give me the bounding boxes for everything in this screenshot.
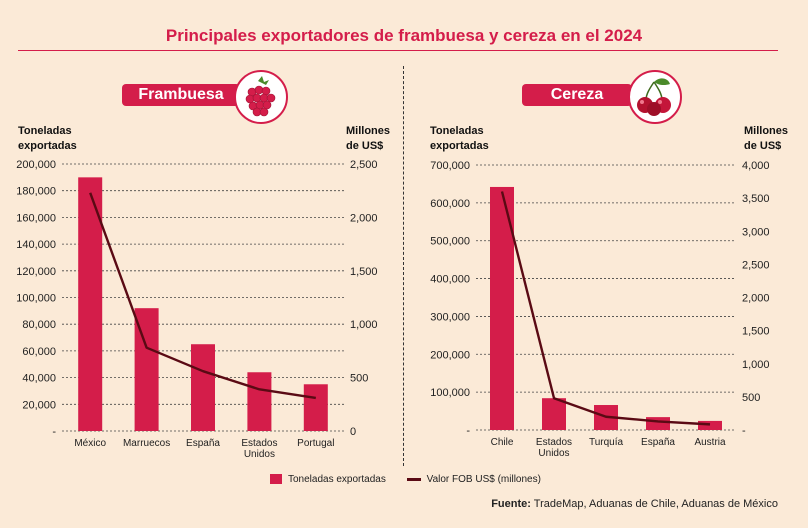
x-tick-label: Austria [694,437,726,448]
y2-tick-label: 500 [742,392,760,404]
raspberry-icon [234,70,288,124]
y2-tick-label: 1,500 [742,326,770,338]
x-tick-label: Portugal [297,438,334,449]
y-tick-label: - [52,426,56,438]
x-tick-label: Marruecos [123,438,170,449]
legend-item-line: Valor FOB US$ (millones) [406,474,541,485]
bar [542,398,566,430]
y-tick-label: - [466,425,470,437]
y-tick-label: 400,000 [430,274,470,286]
y-tick-label: 40,000 [22,373,56,385]
legend-item-bars: Toneladas exportadas [270,474,386,485]
y-tick-label: 700,000 [430,160,470,172]
y-tick-label: 80,000 [22,319,56,331]
x-tick-label: Chile [491,437,514,448]
x-tick-label: Unidos [244,449,275,460]
y2-tick-label: 3,000 [742,226,770,238]
bar [247,372,272,431]
title-underline [18,50,778,51]
source-text: TradeMap, Aduanas de Chile, Aduanas de M… [533,498,778,510]
x-tick-label: Estados [241,438,277,449]
y-tick-label: 180,000 [16,186,56,198]
x-tick-label: Estados [536,437,572,448]
y-tick-label: 300,000 [430,311,470,323]
legend-swatch-line [406,477,421,481]
bar [303,384,328,431]
y2-tick-label: 2,000 [350,212,378,224]
y-tick-label: 160,000 [16,212,56,224]
y-tick-label: 120,000 [16,266,56,278]
x-tick-label: España [186,438,220,449]
y-tick-label: 60,000 [22,346,56,358]
y2-tick-label: 1,000 [742,359,770,371]
legend-label-bars: Toneladas exportadas [288,474,386,485]
x-tick-label: México [74,438,106,449]
cherry-icon [628,70,682,124]
y2-tick-label: 2,000 [742,293,770,305]
x-tick-label: Turquía [589,437,624,448]
series-line-fob [500,191,711,426]
y2-tick-label: 2,500 [350,159,378,171]
x-tick-label: Unidos [538,448,569,459]
y-tick-label: 200,000 [430,349,470,361]
y-tick-label: 200,000 [16,159,56,171]
bar [78,177,103,431]
y2-tick-label: 0 [350,426,356,438]
y-tick-label: 100,000 [16,293,56,305]
y-tick-label: 500,000 [430,236,470,248]
bar [191,344,215,431]
panel-label-frambuesa: Frambuesa [122,84,240,106]
panel-divider [403,66,404,466]
legend-swatch-bars [270,474,282,485]
legend-label-line: Valor FOB US$ (millones) [426,474,541,485]
source-note: Fuente: TradeMap, Aduanas de Chile, Adua… [491,498,778,510]
bar [698,420,722,430]
page-title: Principales exportadores de frambuesa y … [165,26,643,45]
right-axis-title-frambuesa: Millones de US$ [346,125,391,152]
y2-tick-label: 500 [350,373,368,385]
y-tick-label: 100,000 [430,387,470,399]
panel-label-cereza: Cereza [522,84,632,106]
y2-tick-label: 4,000 [742,160,770,172]
y-tick-label: 600,000 [430,198,470,210]
y-tick-label: 20,000 [22,399,56,411]
legend: Toneladas exportadas Valor FOB US$ (mill… [270,474,559,485]
y2-tick-label: 1,500 [350,266,378,278]
y2-tick-label: 1,000 [350,319,378,331]
y2-tick-label: 3,500 [742,193,770,205]
x-tick-label: España [641,437,675,448]
bar [646,417,670,430]
y-tick-label: 140,000 [16,239,56,251]
y2-tick-label: - [742,425,746,437]
right-axis-title-cereza: Millones de US$ [744,125,789,152]
left-axis-title-cereza: Toneladas exportadas [430,125,489,152]
y2-tick-label: 2,500 [742,259,770,271]
source-label: Fuente: [491,498,531,510]
left-axis-title-frambuesa: Toneladas exportadas [18,125,77,152]
